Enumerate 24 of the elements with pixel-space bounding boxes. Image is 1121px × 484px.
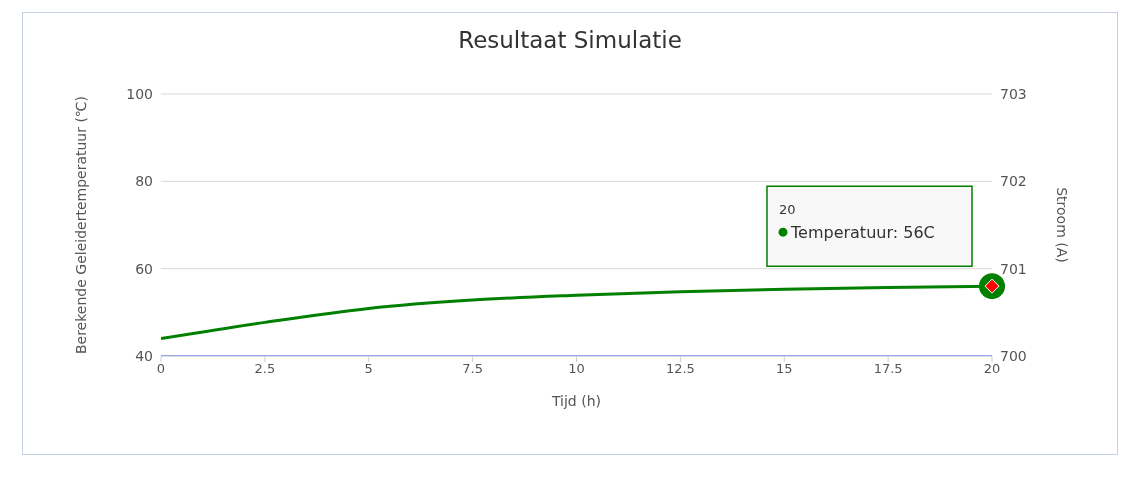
y2-tick-label: 702 (1000, 173, 1027, 190)
x-tick-label: 12.5 (665, 361, 695, 377)
x-tick-label: 5 (364, 361, 373, 377)
x-tick-label: 2.5 (254, 361, 276, 377)
annotation: 20 (779, 202, 796, 218)
x-tick-label: 15 (775, 361, 793, 377)
annotation: Temperatuur: 56C (790, 223, 935, 243)
x-tick-label: 0 (156, 361, 166, 377)
x-tick-label: 20 (983, 361, 1001, 377)
y-tick-label: 40 (135, 347, 153, 364)
x-tick-label: 7.5 (462, 361, 483, 377)
x-axis-title: Tijd (h) (550, 393, 602, 409)
y-tick-label: 60 (135, 260, 153, 277)
tooltip-box: 20 Temperatuur: 56C (766, 185, 973, 267)
chart-title: Resultaat Simulatie (457, 27, 683, 53)
y-tick-label: 100 (126, 85, 153, 102)
y2-tick-label: 701 (1000, 260, 1027, 277)
x-tick-label: 17.5 (873, 361, 903, 377)
y2-tick-label: 703 (1000, 85, 1027, 102)
x-tick-label: 10 (568, 361, 585, 377)
y2-axis-title: Stroom (A) (1054, 187, 1071, 263)
y-tick-label: 80 (135, 173, 153, 190)
y2-tick-label: 700 (1000, 347, 1027, 364)
y-axis-title: Berekende Geleidertemperatuur (℃) (72, 95, 89, 355)
